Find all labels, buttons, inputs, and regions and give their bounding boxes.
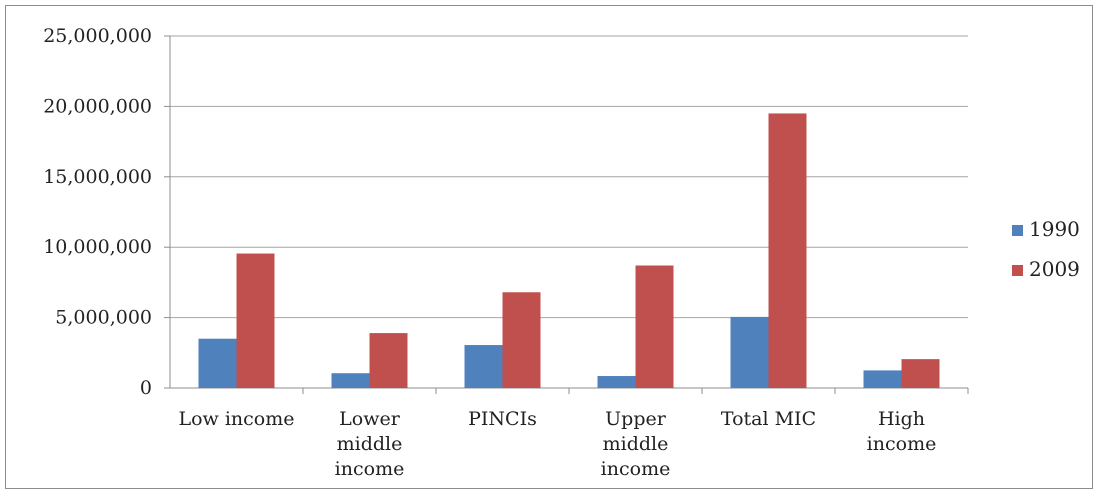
bar-2009	[502, 292, 541, 388]
y-tick-label: 15,000,000	[43, 166, 152, 188]
y-tick-label: 0	[140, 377, 152, 399]
bar-2009	[236, 253, 275, 388]
bar-2009	[768, 113, 807, 388]
x-category-label: Upper middle income	[601, 408, 671, 480]
x-category-label: High income	[867, 408, 937, 455]
x-category-label: PINCIs	[468, 408, 537, 430]
bar-1990	[464, 345, 503, 388]
x-category-label: Total MIC	[721, 408, 816, 430]
bar-2009	[369, 333, 408, 388]
bar-1990	[730, 316, 769, 388]
bar-1990	[863, 370, 902, 388]
legend-swatch-1990	[1012, 225, 1023, 236]
bar-2009	[635, 265, 674, 388]
bar-1990	[331, 373, 370, 388]
y-tick-label: 10,000,000	[43, 236, 152, 258]
x-category-label: Low income	[178, 408, 294, 430]
legend-label-1990: 1990	[1029, 217, 1080, 241]
bar-1990	[198, 338, 237, 388]
x-category-label: Lower middle income	[335, 408, 405, 480]
legend-swatch-2009	[1012, 265, 1023, 276]
bar-2009	[901, 359, 940, 388]
legend-label-2009: 2009	[1029, 257, 1080, 281]
y-tick-label: 20,000,000	[43, 95, 152, 117]
bar-1990	[597, 376, 636, 388]
y-tick-label: 5,000,000	[55, 307, 152, 329]
y-tick-label: 25,000,000	[43, 25, 152, 47]
